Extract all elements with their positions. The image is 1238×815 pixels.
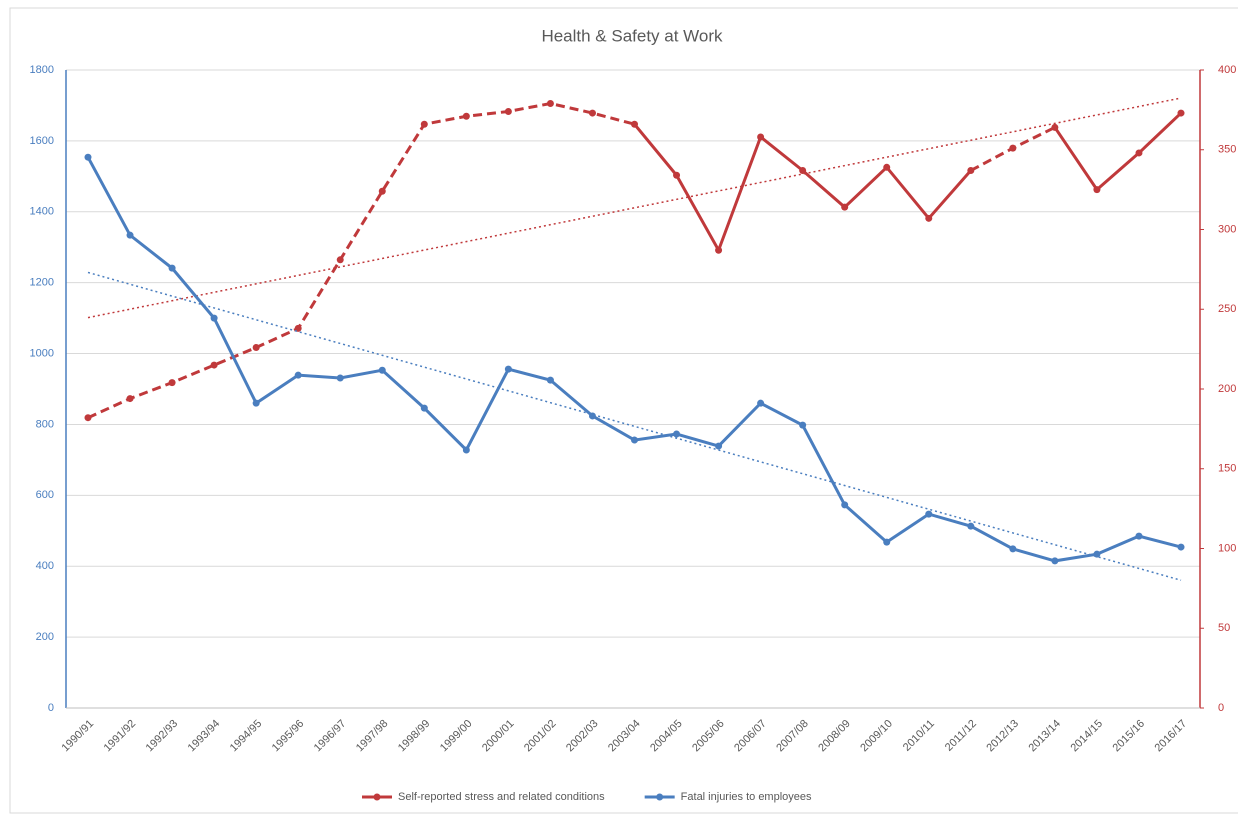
- data-point: [1009, 144, 1017, 152]
- series-line: [87, 101, 635, 420]
- data-point: [1135, 149, 1143, 157]
- data-point: [673, 430, 681, 438]
- data-point: [294, 324, 302, 332]
- data-point: [1093, 186, 1101, 194]
- y-tick-label: 1200: [30, 277, 54, 289]
- data-point: [967, 166, 975, 174]
- y2-tick-label: 350: [1218, 144, 1236, 156]
- data-point: [420, 120, 428, 128]
- data-point: [210, 361, 218, 369]
- legend-label: Fatal injuries to employees: [681, 791, 812, 803]
- data-point: [1177, 543, 1185, 551]
- y-tick-label: 800: [36, 418, 54, 430]
- data-point: [715, 442, 723, 450]
- y2-tick-label: 250: [1218, 303, 1236, 315]
- data-point: [126, 395, 134, 403]
- data-point: [84, 414, 92, 422]
- trendline: [87, 271, 1182, 581]
- data-point: [631, 436, 638, 444]
- data-point: [462, 112, 470, 120]
- data-point: [715, 246, 723, 254]
- data-point: [126, 231, 134, 239]
- data-point: [841, 501, 849, 509]
- data-point: [841, 203, 849, 211]
- y2-tick-label: 150: [1218, 463, 1236, 475]
- data-point: [504, 365, 512, 373]
- data-point: [1135, 532, 1143, 540]
- data-point: [673, 171, 681, 179]
- y2-tick-label: 300: [1218, 223, 1236, 235]
- data-point: [168, 379, 176, 387]
- y2-tick-label: 100: [1218, 542, 1236, 554]
- data-point: [546, 376, 554, 384]
- y-tick-label: 0: [48, 702, 54, 714]
- data-point: [1177, 109, 1185, 117]
- y-tick-label: 400: [36, 560, 54, 572]
- data-point: [967, 522, 975, 530]
- data-point: [799, 166, 807, 174]
- legend-marker: [373, 793, 381, 801]
- data-point: [757, 133, 765, 141]
- data-point: [378, 187, 386, 195]
- data-point: [252, 399, 260, 407]
- data-point: [420, 404, 428, 412]
- data-point: [925, 214, 933, 222]
- data-point: [1009, 545, 1017, 553]
- data-point: [252, 344, 260, 352]
- data-point: [588, 109, 596, 117]
- series-line: [1053, 111, 1183, 192]
- data-point: [631, 120, 638, 128]
- y2-tick-label: 400: [1218, 64, 1236, 76]
- data-point: [588, 412, 596, 420]
- data-point: [336, 256, 344, 264]
- data-point: [210, 314, 218, 322]
- trendline: [87, 97, 1182, 319]
- data-point: [757, 399, 765, 407]
- chart-title: Health & Safety at Work: [541, 26, 723, 45]
- data-point: [883, 163, 891, 171]
- data-point: [84, 153, 92, 161]
- data-point: [378, 366, 386, 374]
- data-point: [1051, 557, 1059, 565]
- y-tick-label: 1800: [30, 64, 54, 76]
- data-point: [546, 99, 554, 107]
- data-point: [1093, 550, 1101, 558]
- data-point: [883, 538, 891, 546]
- data-point: [294, 371, 302, 379]
- y2-tick-label: 200: [1218, 383, 1236, 395]
- data-point: [925, 510, 933, 518]
- y-tick-label: 600: [36, 489, 54, 501]
- data-point: [799, 421, 807, 429]
- y2-tick-label: 50: [1218, 622, 1230, 634]
- data-point: [462, 446, 470, 454]
- data-point: [1051, 123, 1059, 131]
- y-tick-label: 1400: [30, 206, 54, 218]
- data-point: [168, 264, 176, 272]
- y-tick-label: 1600: [30, 135, 54, 147]
- y-tick-label: 1000: [30, 347, 54, 359]
- legend-label: Self-reported stress and related conditi…: [398, 791, 605, 803]
- y-tick-label: 200: [36, 631, 54, 643]
- chart-frame: [9, 7, 1238, 814]
- data-point: [336, 374, 344, 382]
- legend-marker: [656, 793, 664, 801]
- data-point: [504, 107, 512, 115]
- y2-tick-label: 0: [1218, 702, 1224, 714]
